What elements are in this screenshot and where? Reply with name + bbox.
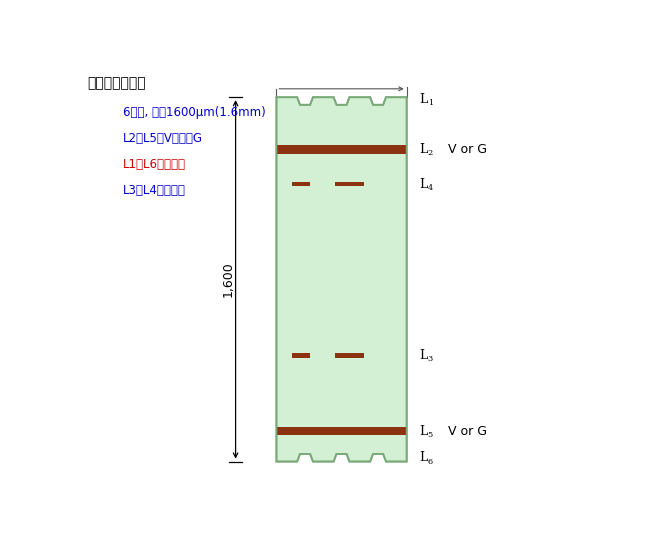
Text: 4: 4	[428, 184, 433, 192]
Text: L: L	[420, 93, 428, 106]
Text: 3: 3	[428, 355, 433, 363]
Text: V or G: V or G	[447, 424, 486, 438]
Bar	[277, 146, 407, 154]
Text: 5: 5	[428, 431, 433, 439]
Polygon shape	[277, 97, 407, 462]
Bar	[277, 427, 407, 435]
Text: L2とL5をVまたはG: L2とL5をVまたはG	[123, 132, 203, 145]
Text: L: L	[420, 143, 428, 156]
Text: L: L	[420, 178, 428, 191]
Bar	[335, 182, 364, 187]
Text: L1とL6が表面層: L1とL6が表面層	[123, 158, 186, 171]
Text: L: L	[420, 349, 428, 362]
Text: L: L	[420, 451, 428, 464]
Text: 1,600: 1,600	[221, 261, 235, 297]
Bar	[335, 353, 364, 358]
Text: 1: 1	[428, 100, 433, 107]
Text: 想定した層構成: 想定した層構成	[88, 76, 146, 90]
Bar	[292, 182, 310, 187]
Text: L3とL4が中間層: L3とL4が中間層	[123, 184, 186, 197]
Text: 2: 2	[428, 149, 433, 158]
Text: V or G: V or G	[447, 143, 486, 156]
Text: 6層板, 板厚1600μm(1.6mm): 6層板, 板厚1600μm(1.6mm)	[123, 106, 266, 119]
Text: 6: 6	[428, 457, 433, 465]
Bar	[292, 353, 310, 358]
Text: L: L	[420, 424, 428, 438]
